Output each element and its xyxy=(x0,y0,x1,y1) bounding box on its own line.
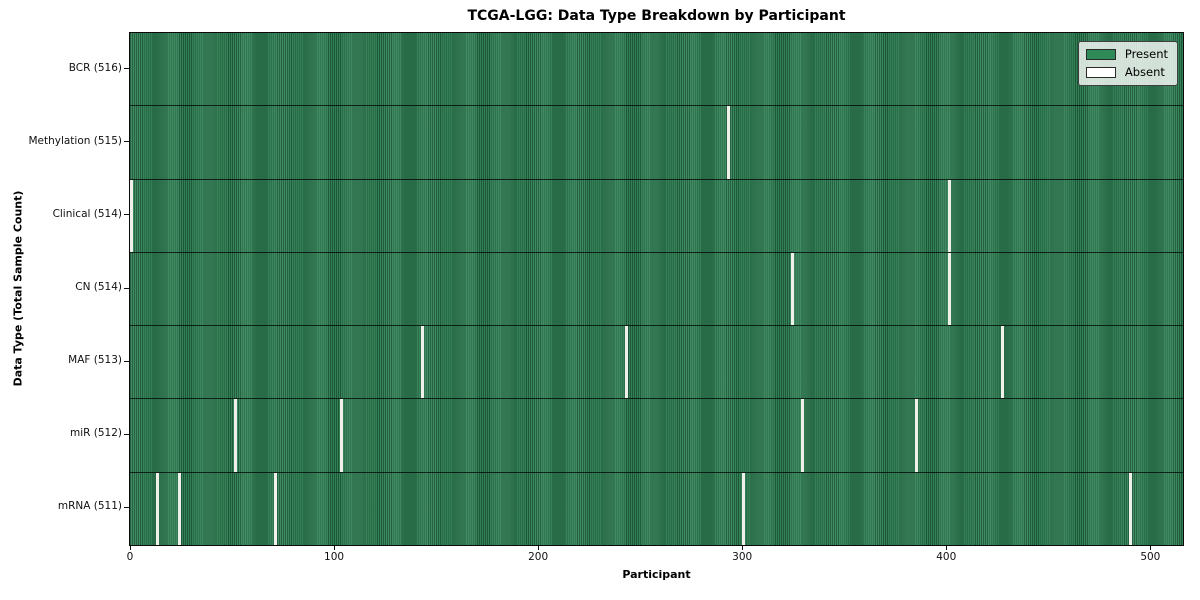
legend-label-absent: Absent xyxy=(1124,65,1165,79)
x-tick-label-100: 100 xyxy=(324,551,345,563)
x-tick-label-500: 500 xyxy=(1140,551,1161,563)
x-tick xyxy=(1149,546,1151,550)
x-tick-label-0: 0 xyxy=(126,551,134,563)
heatmap-row-Methylation xyxy=(130,105,1183,179)
absent-gap xyxy=(421,326,425,399)
y-tick xyxy=(124,287,129,289)
absent-gap xyxy=(178,472,182,545)
absent-gap xyxy=(947,179,951,252)
x-tick xyxy=(537,546,539,550)
x-tick xyxy=(945,546,947,550)
heatmap-row-miR xyxy=(130,398,1183,472)
chart-title: TCGA-LGG: Data Type Breakdown by Partici… xyxy=(467,8,846,24)
y-tick-label-CN: CN (514) xyxy=(75,281,122,293)
absent-gap xyxy=(274,472,278,545)
heatmap-row-Clinical xyxy=(130,178,1183,252)
y-tick-label-Methylation: Methylation (515) xyxy=(28,134,122,147)
legend-item-absent: Absent xyxy=(1085,65,1168,79)
y-tick xyxy=(124,360,129,362)
absent-gap xyxy=(790,252,794,326)
y-tick xyxy=(124,141,129,143)
y-tick xyxy=(124,433,129,435)
y-tick xyxy=(124,506,129,508)
absent-gap xyxy=(156,472,160,545)
x-tick xyxy=(333,546,335,550)
plot-area: Present Absent xyxy=(129,32,1184,546)
absent-gap xyxy=(1129,472,1133,545)
x-tick xyxy=(741,546,743,550)
absent-gap xyxy=(233,399,237,472)
absent-gap xyxy=(741,472,745,545)
y-tick-label-BCR: BCR (516) xyxy=(68,61,122,74)
x-tick-label-300: 300 xyxy=(732,551,753,563)
heatmap-row-BCR xyxy=(130,33,1183,105)
absent-gap xyxy=(339,399,343,472)
absent-gap xyxy=(130,179,133,252)
x-axis-title: Participant xyxy=(622,568,691,581)
x-tick-label-400: 400 xyxy=(936,551,957,563)
legend: Present Absent xyxy=(1077,41,1178,86)
y-tick-label-mRNA: mRNA (511) xyxy=(57,500,122,513)
x-tick-label-200: 200 xyxy=(528,551,549,563)
absent-gap xyxy=(625,326,629,399)
heatmap-row-mRNA xyxy=(130,471,1183,545)
y-tick xyxy=(124,68,129,70)
absent-gap xyxy=(915,399,919,472)
absent-gap xyxy=(727,106,731,179)
legend-label-present: Present xyxy=(1124,47,1168,61)
y-tick xyxy=(124,214,129,216)
absent-gap xyxy=(947,252,951,326)
y-tick-label-MAF: MAF (513) xyxy=(68,354,122,367)
y-tick-label-Clinical: Clinical (514) xyxy=(52,207,122,220)
absent-gap xyxy=(1000,326,1004,399)
legend-item-present: Present xyxy=(1085,47,1168,61)
heatmap-row-CN xyxy=(130,251,1183,326)
heatmap-row-MAF xyxy=(130,325,1183,399)
absent-swatch-icon xyxy=(1085,66,1116,78)
y-tick-label-miR: miR (512) xyxy=(69,427,122,440)
present-swatch-icon xyxy=(1085,48,1116,60)
absent-gap xyxy=(800,399,804,472)
x-tick xyxy=(129,546,131,550)
